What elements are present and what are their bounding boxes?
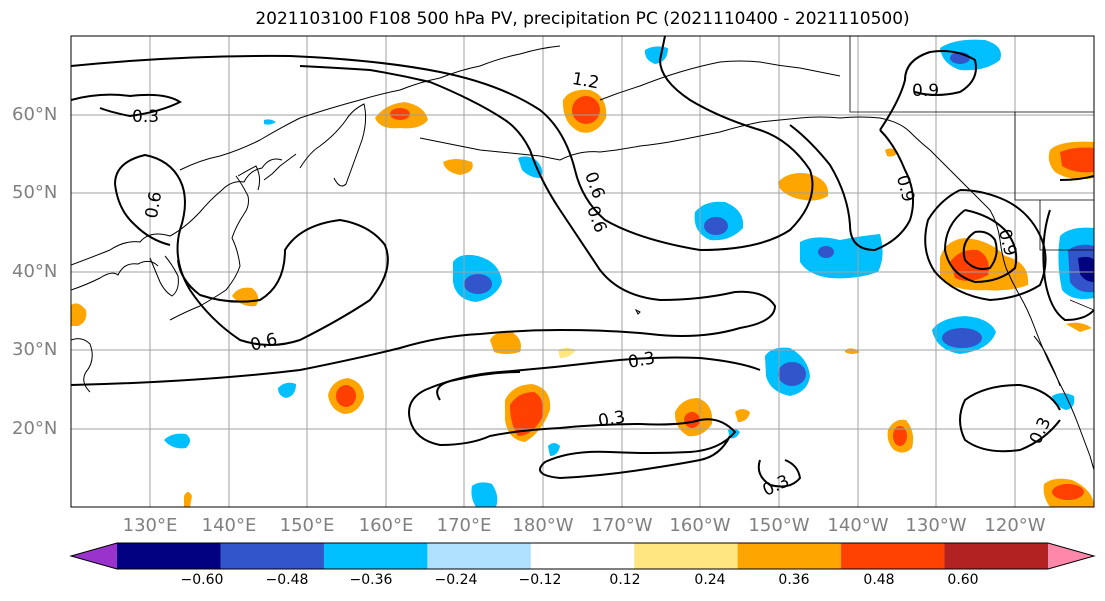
lon-label: 140°E — [201, 515, 257, 536]
colorbar-cell — [737, 543, 842, 569]
lat-label: 30°N — [12, 339, 58, 360]
colorbar-cell — [220, 543, 325, 569]
lon-label: 120°W — [984, 515, 1046, 536]
plot-frame — [70, 35, 1095, 508]
contour-label: 1.2 — [571, 69, 601, 93]
pv-contours — [71, 36, 1094, 488]
lon-label: 170°W — [591, 515, 653, 536]
borders — [849, 36, 1094, 311]
colorbar-extend-high — [1048, 543, 1094, 569]
lon-label: 180°W — [512, 515, 574, 536]
colorbar — [69, 542, 1096, 570]
precip-shading — [71, 39, 1094, 507]
lon-label: 130°E — [122, 515, 178, 536]
contour-label: 0.3 — [597, 407, 627, 431]
colorbar-tick-label: 0.48 — [863, 572, 895, 588]
lon-label: 160°W — [669, 515, 731, 536]
colorbar-tick-label: 0.60 — [947, 572, 979, 588]
lon-label: 150°W — [748, 515, 810, 536]
precip-positive-blobs — [71, 89, 1094, 507]
colorbar-cell — [841, 543, 946, 569]
contour-label: 0.3 — [627, 348, 657, 372]
colorbar-cell — [634, 543, 739, 569]
contour-label: 0.6 — [142, 190, 166, 220]
lat-label: 50°N — [12, 182, 58, 203]
colorbar-tick-label: −0.24 — [434, 572, 478, 588]
colorbar-cell — [117, 543, 221, 569]
colorbar-cell — [427, 543, 532, 569]
colorbar-extend-low — [71, 543, 117, 569]
coastlines — [71, 45, 1094, 471]
colorbar-tick-label: −0.60 — [180, 572, 224, 588]
gridlines — [71, 36, 1094, 507]
precip-negative-blobs — [164, 39, 1094, 507]
contour-label: 0.3 — [132, 107, 159, 127]
colorbar-tick-label: −0.12 — [518, 572, 562, 588]
lon-label: 140°W — [827, 515, 889, 536]
colorbar-tick-label: 0.24 — [694, 572, 726, 588]
contour-label: 0.9 — [912, 81, 939, 101]
colorbar-cell — [530, 543, 635, 569]
colorbar-tick-label: 0.36 — [778, 572, 810, 588]
colorbar-tick-label: −0.36 — [349, 572, 393, 588]
contour-label-group: 1.2 0.3 0.9 0.6 0.6 0.6 0.9 0.3 0.3 0.3 … — [132, 69, 1055, 501]
lon-label: 150°E — [279, 515, 335, 536]
lat-label: 20°N — [12, 418, 58, 439]
colorbar-cell — [323, 543, 428, 569]
lat-label: 40°N — [12, 261, 58, 282]
lat-label: 60°N — [12, 104, 58, 125]
colorbar-tick-label: −0.48 — [265, 572, 309, 588]
colorbar-frame — [69, 542, 1096, 570]
lon-label: 130°W — [905, 515, 967, 536]
lon-label: 170°E — [436, 515, 492, 536]
colorbar-cell — [944, 543, 1049, 569]
map-title: 2021103100 F108 500 hPa PV, precipitatio… — [255, 9, 910, 29]
lon-label: 160°E — [358, 515, 414, 536]
colorbar-tick-label: 0.12 — [609, 572, 641, 588]
